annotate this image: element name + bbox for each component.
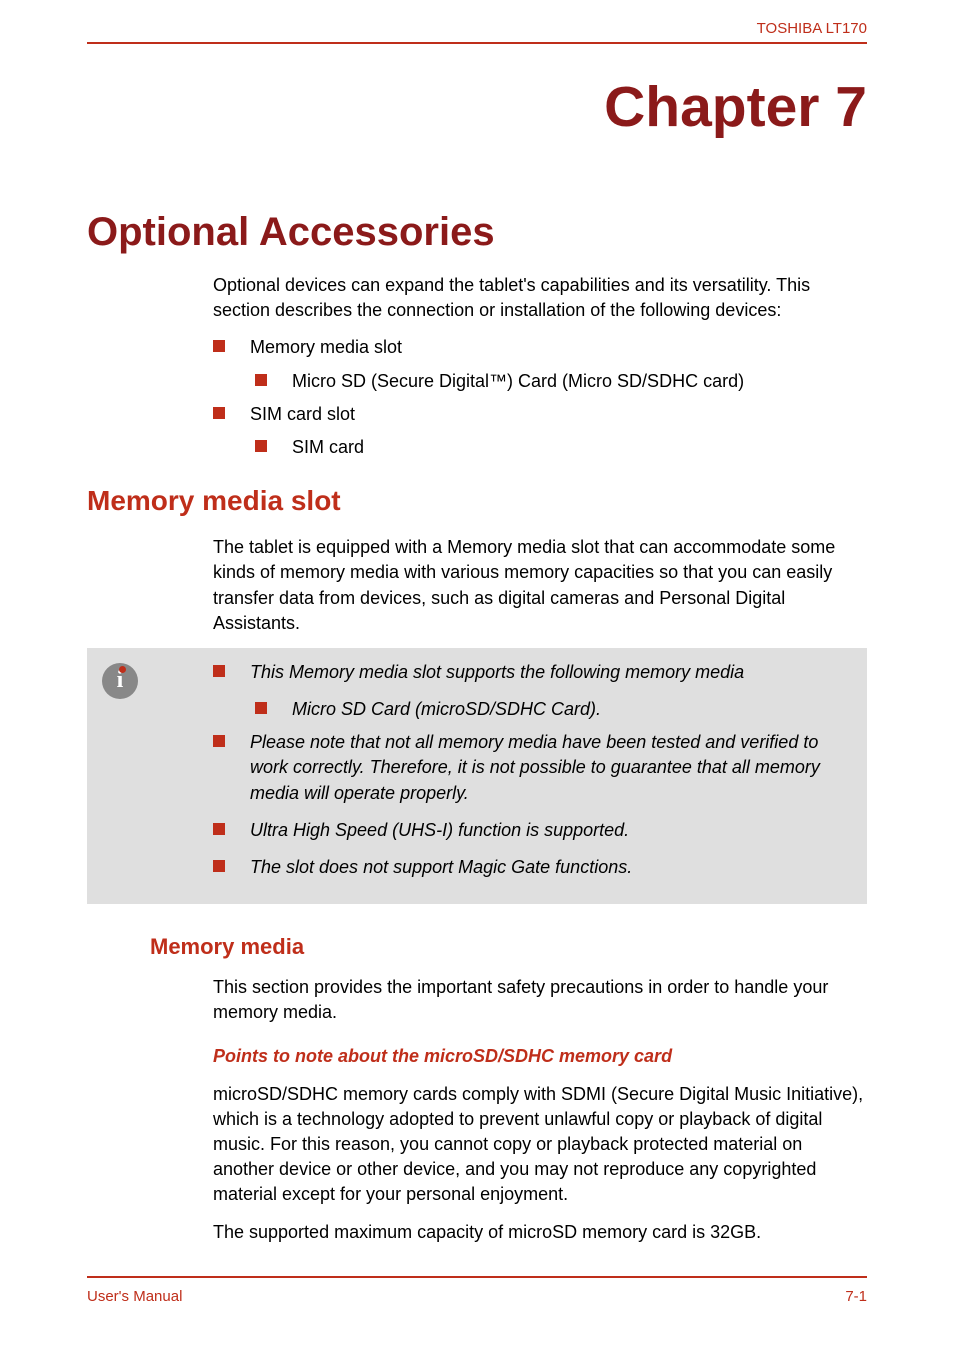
list-text: Micro SD Card (microSD/SDHC Card). [292,697,601,722]
bullet-icon [213,860,225,872]
list-text: SIM card slot [250,402,355,427]
bullet-icon [255,440,267,452]
bullet-icon [213,407,225,419]
bullet-icon [213,735,225,747]
subsection-heading-memory-media: Memory media [150,934,867,960]
info-icon-dot [119,666,126,673]
list-text: This Memory media slot supports the foll… [250,660,744,685]
header-rule [87,42,867,44]
list-item: Please note that not all memory media ha… [213,730,852,806]
page-title: Optional Accessories [87,210,867,255]
info-icon-glyph: i [117,667,124,694]
list-text: The slot does not support Magic Gate fun… [250,855,632,880]
list-text: Ultra High Speed (UHS-I) function is sup… [250,818,629,843]
list-item: SIM card [255,435,867,460]
list-text: Please note that not all memory media ha… [250,730,852,806]
info-callout-box: i This Memory media slot supports the fo… [87,648,867,904]
footer-content: User's Manual 7-1 [87,1288,867,1305]
header-product: TOSHIBA LT170 [87,20,867,37]
list-item: Ultra High Speed (UHS-I) function is sup… [213,818,852,843]
overview-list: Memory media slot [213,335,867,360]
overview-sublist: Micro SD (Secure Digital™) Card (Micro S… [255,369,867,394]
list-text: Micro SD (Secure Digital™) Card (Micro S… [292,369,744,394]
list-text: Memory media slot [250,335,402,360]
section-heading-memory-slot: Memory media slot [87,485,867,517]
list-item: The slot does not support Magic Gate fun… [213,855,852,880]
intro-paragraph: Optional devices can expand the tablet's… [213,273,867,323]
list-item: This Memory media slot supports the foll… [213,660,852,685]
list-item: Micro SD (Secure Digital™) Card (Micro S… [255,369,867,394]
list-item: Micro SD Card (microSD/SDHC Card). [255,697,852,722]
chapter-label: Chapter 7 [87,74,867,140]
subsubsection-heading-points: Points to note about the microSD/SDHC me… [213,1046,867,1067]
bullet-icon [213,665,225,677]
footer-page-number: 7-1 [845,1288,867,1305]
bullet-icon [213,823,225,835]
info-list: Please note that not all memory media ha… [213,730,852,880]
bullet-icon [255,374,267,386]
list-item: SIM card slot [213,402,867,427]
info-list: This Memory media slot supports the foll… [213,660,852,685]
section-body: The tablet is equipped with a Memory med… [213,535,867,636]
section-body: The supported maximum capacity of microS… [213,1220,867,1245]
info-sublist: Micro SD Card (microSD/SDHC Card). [255,697,852,722]
list-text: SIM card [292,435,364,460]
section-body: This section provides the important safe… [213,975,867,1025]
footer-rule [87,1276,867,1278]
info-icon: i [102,663,138,699]
bullet-icon [255,702,267,714]
page-footer: User's Manual 7-1 [87,1276,867,1305]
footer-left: User's Manual [87,1288,182,1305]
section-body: microSD/SDHC memory cards comply with SD… [213,1082,867,1208]
page-container: TOSHIBA LT170 Chapter 7 Optional Accesso… [0,0,954,1345]
overview-list: SIM card slot [213,402,867,427]
overview-sublist: SIM card [255,435,867,460]
bullet-icon [213,340,225,352]
list-item: Memory media slot [213,335,867,360]
